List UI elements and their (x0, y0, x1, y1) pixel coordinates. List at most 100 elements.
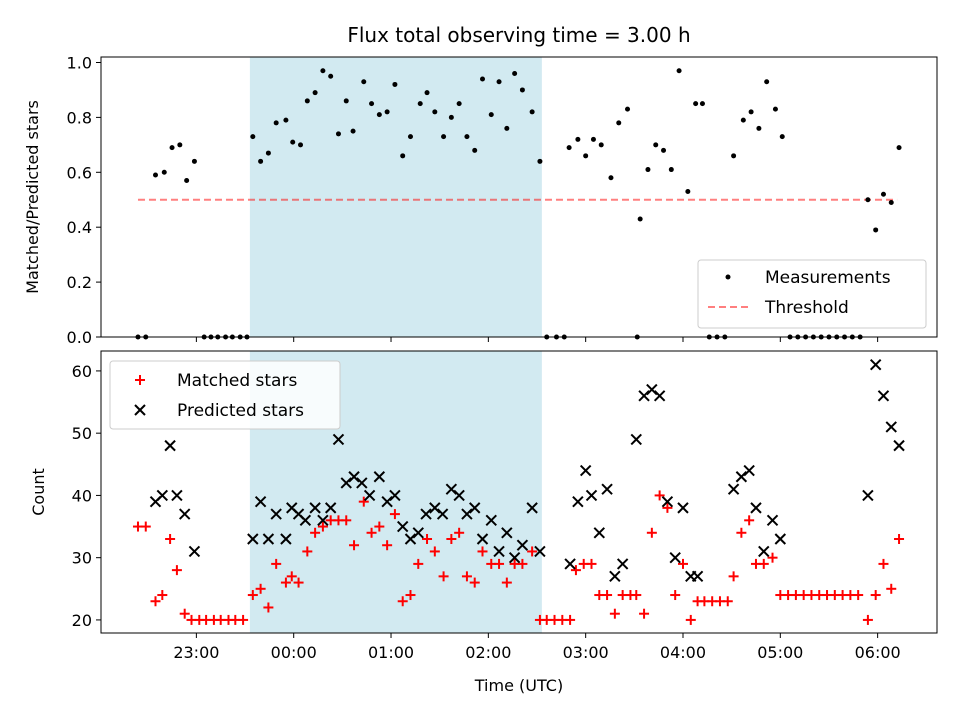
measurement-point (480, 76, 486, 82)
y-tick-label: 40 (72, 486, 92, 505)
predicted-point (735, 471, 748, 483)
matched-point (728, 571, 739, 582)
predicted-point (429, 502, 441, 514)
matched-point (389, 509, 400, 520)
matched-point (374, 521, 385, 532)
matched-point (654, 490, 665, 501)
predicted-point (609, 570, 621, 583)
measurement-point (888, 199, 894, 205)
bottom-legend: Matched stars Predicted stars (109, 360, 341, 430)
matched-point (429, 546, 440, 557)
predicted-point (653, 390, 666, 402)
matched-point (438, 571, 449, 582)
matched-point (685, 614, 696, 625)
predicted-point (646, 383, 658, 396)
measurement-point (653, 142, 659, 148)
predicted-point (485, 514, 497, 527)
matched-point (310, 527, 321, 538)
y-tick-label: 0.8 (67, 108, 92, 127)
predicted-point (445, 483, 458, 495)
measurement-point (343, 98, 349, 104)
x-tick-label: 01:00 (368, 643, 414, 662)
predicted-point (381, 495, 393, 508)
predicted-point (501, 527, 513, 539)
predicted-point (340, 477, 352, 489)
measurement-point (873, 227, 879, 233)
matched-point (862, 614, 873, 625)
measurement-point (779, 134, 785, 140)
matched-point (758, 558, 769, 569)
measurement-point (598, 142, 604, 148)
measurement-point (575, 136, 581, 142)
matched-point (639, 608, 650, 619)
top-y-axis-label: Matched/Predicted stars (23, 100, 42, 294)
predicted-point (877, 390, 890, 402)
top-legend-box (697, 259, 927, 329)
matched-point (341, 515, 352, 526)
predicted-point (280, 533, 292, 545)
measurement-point (407, 134, 413, 140)
measurement-point (191, 158, 197, 164)
matched-point (247, 590, 258, 601)
matched-point (631, 590, 642, 601)
predicted-point (869, 358, 882, 371)
matched-point (150, 596, 161, 607)
measurement-point (756, 125, 762, 131)
predicted-point (862, 489, 874, 502)
matched-point (157, 590, 168, 601)
matched-point (405, 590, 416, 601)
y-tick-label: 0.2 (67, 273, 92, 292)
matched-point (263, 602, 274, 613)
measurement-point (488, 112, 494, 118)
top-axes-frame (100, 56, 938, 338)
measurement-point (896, 145, 902, 151)
measurement-point (335, 131, 341, 137)
predicted-point (572, 495, 584, 508)
y-tick-label: 0.0 (67, 328, 92, 347)
measurement-point (645, 167, 651, 173)
measurement-point (417, 101, 423, 107)
predicted-point (616, 558, 629, 570)
predicted-point (363, 489, 376, 502)
measurement-point (384, 109, 390, 115)
y-tick-label: 20 (72, 611, 92, 630)
measurement-point (350, 128, 356, 134)
predicted-point (299, 514, 312, 527)
measurement-point (519, 87, 525, 93)
matched-point (646, 527, 657, 538)
matched-point (461, 571, 472, 582)
x-tick-label: 02:00 (465, 643, 511, 662)
matched-point (878, 558, 889, 569)
measurement-point (161, 169, 167, 175)
matched-point (870, 590, 881, 601)
matched-point (767, 552, 778, 563)
matched-point (527, 546, 538, 557)
matched-point (662, 502, 673, 513)
legend-matched-marker (135, 375, 145, 385)
measurement-point (153, 172, 159, 178)
measurement-point (590, 136, 596, 142)
measurement-point (265, 150, 271, 156)
measurement-point (177, 142, 183, 148)
measurement-point (880, 191, 886, 197)
matched-point (255, 583, 266, 594)
predicted-point (404, 533, 417, 545)
measurement-point (283, 117, 289, 123)
predicted-point (750, 502, 762, 514)
predicted-point (247, 533, 259, 545)
bottom-panel: 23:00 00:00 01:00 02:00 03:00 04:00 05:00 06:00… (29, 350, 938, 695)
predicted-point (461, 508, 473, 520)
matched-point (179, 608, 190, 619)
measurement-point (637, 216, 643, 222)
legend-plus-glyph (135, 375, 145, 385)
predicted-point (601, 483, 613, 495)
measurement-point (376, 112, 382, 118)
measurement-point (184, 178, 190, 184)
matched-point (382, 540, 393, 551)
matched-point (501, 577, 512, 588)
predicted-point (156, 489, 169, 502)
matched-point (293, 577, 304, 588)
measurement-point (472, 147, 478, 153)
predicted-point (262, 533, 275, 545)
